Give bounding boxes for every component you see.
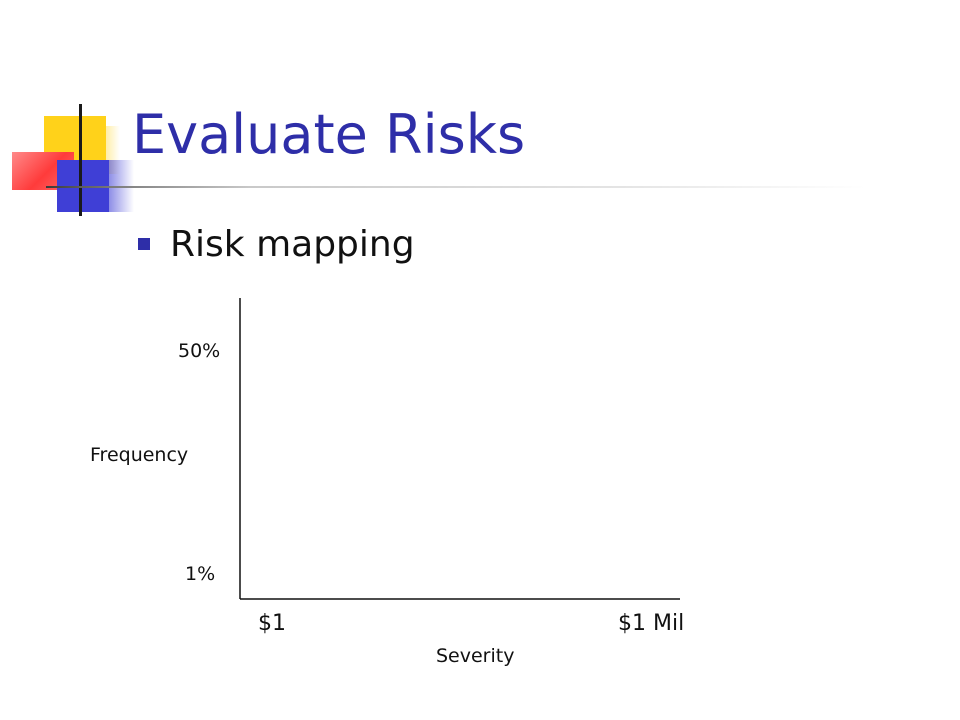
slide-title: Evaluate Risks xyxy=(132,103,526,166)
x-axis-label: Severity xyxy=(436,645,514,667)
y-tick-bottom: 1% xyxy=(185,563,215,585)
title-underline xyxy=(46,186,866,188)
y-axis-label: Frequency xyxy=(90,444,188,466)
logo-vertical-line xyxy=(79,104,82,216)
x-tick-right: $1 Mil xyxy=(618,611,684,636)
square-bullet-icon xyxy=(138,238,150,250)
y-tick-top: 50% xyxy=(178,340,220,362)
x-tick-left: $1 xyxy=(258,611,286,636)
bullet-text: Risk mapping xyxy=(170,224,415,265)
